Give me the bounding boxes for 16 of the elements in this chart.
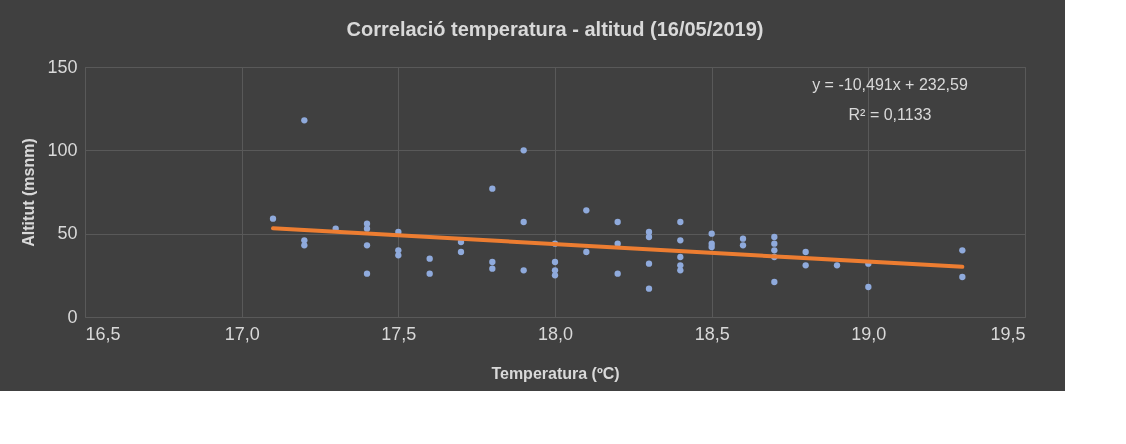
x-tick-label: 19,5 xyxy=(990,323,1026,344)
x-tick-label: 17,0 xyxy=(224,323,260,344)
y-axis-title: Altitut (msnm) xyxy=(20,138,38,247)
x-tick-label: 16,5 xyxy=(85,323,121,344)
x-tick-label: 18,5 xyxy=(694,323,730,344)
x-axis-title: Temperatura (ºC) xyxy=(491,364,620,382)
annotation: y = -10,491x + 232,59 xyxy=(812,76,968,93)
y-tick-label: 100 xyxy=(47,139,78,160)
x-tick-label: 18,0 xyxy=(537,323,574,344)
annotation: R² = 0,1133 xyxy=(848,106,932,123)
y-tick-label: 50 xyxy=(57,223,78,244)
y-tick-label: 150 xyxy=(47,56,78,77)
x-tick-label: 19,0 xyxy=(851,323,887,344)
y-tick-label: 0 xyxy=(67,306,78,327)
x-tick-label: 17,5 xyxy=(381,323,417,344)
chart-title: Correlació temperatura - altitud (16/05/2019) xyxy=(346,18,764,40)
